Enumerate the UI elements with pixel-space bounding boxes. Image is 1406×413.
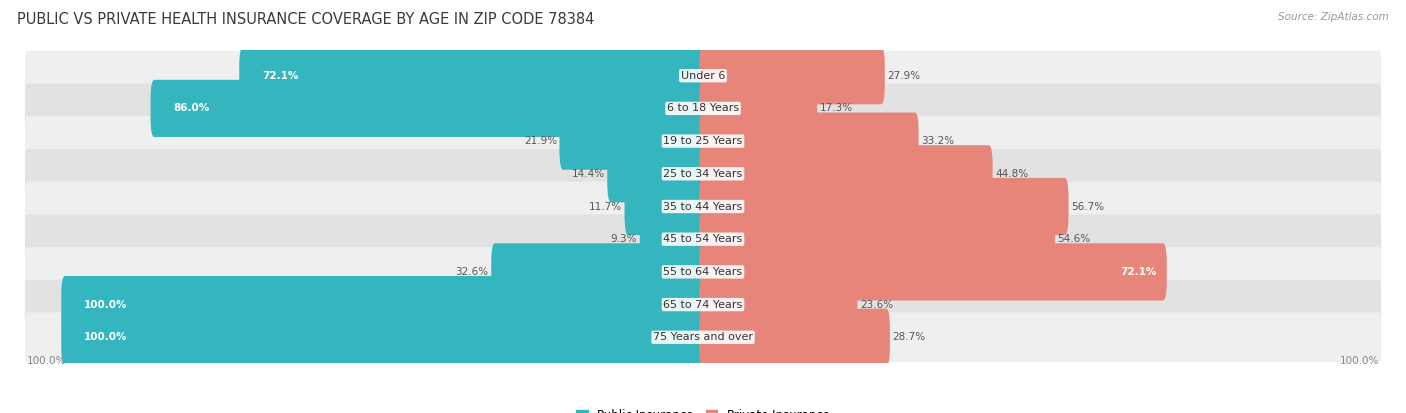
FancyBboxPatch shape bbox=[25, 116, 1381, 166]
Text: 44.8%: 44.8% bbox=[995, 169, 1028, 179]
Text: Source: ZipAtlas.com: Source: ZipAtlas.com bbox=[1278, 12, 1389, 22]
FancyBboxPatch shape bbox=[699, 243, 1167, 301]
FancyBboxPatch shape bbox=[699, 178, 1069, 235]
Text: 6 to 18 Years: 6 to 18 Years bbox=[666, 103, 740, 114]
Text: 32.6%: 32.6% bbox=[456, 267, 489, 277]
FancyBboxPatch shape bbox=[239, 47, 707, 104]
Text: 86.0%: 86.0% bbox=[173, 103, 209, 114]
FancyBboxPatch shape bbox=[150, 80, 707, 137]
FancyBboxPatch shape bbox=[699, 47, 884, 104]
FancyBboxPatch shape bbox=[25, 280, 1381, 330]
FancyBboxPatch shape bbox=[699, 309, 890, 366]
Text: 27.9%: 27.9% bbox=[887, 71, 921, 81]
FancyBboxPatch shape bbox=[25, 214, 1381, 264]
Text: 55 to 64 Years: 55 to 64 Years bbox=[664, 267, 742, 277]
Text: 100.0%: 100.0% bbox=[27, 356, 66, 366]
FancyBboxPatch shape bbox=[25, 182, 1381, 231]
FancyBboxPatch shape bbox=[560, 112, 707, 170]
Text: 100.0%: 100.0% bbox=[84, 299, 128, 310]
Text: 72.1%: 72.1% bbox=[262, 71, 298, 81]
Text: Under 6: Under 6 bbox=[681, 71, 725, 81]
FancyBboxPatch shape bbox=[25, 312, 1381, 362]
FancyBboxPatch shape bbox=[699, 145, 993, 202]
Text: 45 to 54 Years: 45 to 54 Years bbox=[664, 234, 742, 244]
FancyBboxPatch shape bbox=[25, 247, 1381, 297]
Text: 21.9%: 21.9% bbox=[524, 136, 557, 146]
Text: 11.7%: 11.7% bbox=[589, 202, 621, 211]
FancyBboxPatch shape bbox=[699, 112, 918, 170]
FancyBboxPatch shape bbox=[607, 145, 707, 202]
Text: 17.3%: 17.3% bbox=[820, 103, 853, 114]
Text: 35 to 44 Years: 35 to 44 Years bbox=[664, 202, 742, 211]
FancyBboxPatch shape bbox=[624, 178, 707, 235]
Text: 54.6%: 54.6% bbox=[1057, 234, 1091, 244]
Text: 100.0%: 100.0% bbox=[84, 332, 128, 342]
Legend: Public Insurance, Private Insurance: Public Insurance, Private Insurance bbox=[571, 404, 835, 413]
FancyBboxPatch shape bbox=[62, 309, 707, 366]
FancyBboxPatch shape bbox=[640, 211, 707, 268]
Text: 28.7%: 28.7% bbox=[893, 332, 925, 342]
Text: 75 Years and over: 75 Years and over bbox=[652, 332, 754, 342]
FancyBboxPatch shape bbox=[491, 243, 707, 301]
Text: 33.2%: 33.2% bbox=[921, 136, 955, 146]
FancyBboxPatch shape bbox=[25, 51, 1381, 100]
Text: 100.0%: 100.0% bbox=[1340, 356, 1379, 366]
FancyBboxPatch shape bbox=[699, 211, 1054, 268]
FancyBboxPatch shape bbox=[25, 83, 1381, 133]
Text: 23.6%: 23.6% bbox=[860, 299, 893, 310]
FancyBboxPatch shape bbox=[699, 80, 817, 137]
Text: 25 to 34 Years: 25 to 34 Years bbox=[664, 169, 742, 179]
Text: 19 to 25 Years: 19 to 25 Years bbox=[664, 136, 742, 146]
Text: 14.4%: 14.4% bbox=[572, 169, 605, 179]
Text: PUBLIC VS PRIVATE HEALTH INSURANCE COVERAGE BY AGE IN ZIP CODE 78384: PUBLIC VS PRIVATE HEALTH INSURANCE COVER… bbox=[17, 12, 595, 27]
FancyBboxPatch shape bbox=[25, 149, 1381, 199]
FancyBboxPatch shape bbox=[62, 276, 707, 333]
FancyBboxPatch shape bbox=[699, 276, 858, 333]
Text: 56.7%: 56.7% bbox=[1071, 202, 1104, 211]
Text: 65 to 74 Years: 65 to 74 Years bbox=[664, 299, 742, 310]
Text: 9.3%: 9.3% bbox=[610, 234, 637, 244]
Text: 72.1%: 72.1% bbox=[1121, 267, 1157, 277]
